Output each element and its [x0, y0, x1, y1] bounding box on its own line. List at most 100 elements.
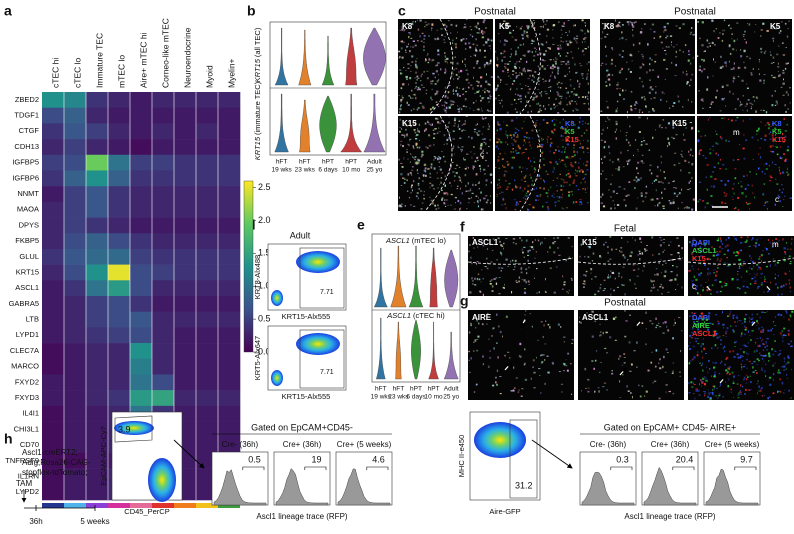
- speckle: [451, 75, 453, 78]
- group-label: hPT: [428, 386, 440, 393]
- speckle: [682, 106, 684, 108]
- speckle: [737, 396, 740, 399]
- speckle: [767, 310, 768, 313]
- speckle: [686, 83, 689, 85]
- speckle: [546, 138, 548, 141]
- speckle: [519, 186, 522, 189]
- speckle: [746, 174, 748, 177]
- speckle: [758, 167, 760, 170]
- speckle: [571, 245, 573, 248]
- speckle: [747, 184, 750, 187]
- speckle: [496, 383, 498, 386]
- speckle: [636, 366, 638, 368]
- speckle: [485, 159, 487, 162]
- speckle: [769, 138, 772, 140]
- speckle: [559, 173, 561, 175]
- speckle: [459, 107, 461, 109]
- speckle: [528, 249, 531, 251]
- speckle: [522, 69, 525, 72]
- speckle: [571, 339, 574, 341]
- speckle: [601, 317, 603, 320]
- speckle: [766, 29, 769, 32]
- timepoint-label: 5 weeks: [80, 517, 109, 526]
- speckle: [659, 367, 662, 370]
- speckle: [570, 41, 573, 44]
- speckle: [463, 87, 465, 90]
- heatmap-cell: [174, 154, 197, 171]
- speckle: [691, 358, 694, 360]
- heatmap-cell: [42, 217, 65, 234]
- speckle: [473, 202, 475, 204]
- speckle: [715, 332, 718, 335]
- speckle: [707, 248, 710, 251]
- speckle: [458, 76, 460, 78]
- genotype-line: Adig;Rosa26-CAG-: [22, 458, 91, 467]
- speckle: [599, 334, 602, 337]
- speckle: [689, 241, 691, 244]
- speckle: [784, 135, 787, 138]
- speckle: [499, 240, 501, 243]
- speckle: [744, 187, 747, 190]
- speckle: [425, 89, 428, 91]
- speckle: [752, 321, 754, 324]
- speckle: [662, 365, 664, 369]
- speckle: [757, 322, 759, 324]
- speckle: [471, 156, 473, 159]
- speckle: [505, 83, 508, 85]
- speckle: [521, 34, 524, 37]
- speckle: [756, 133, 758, 135]
- speckle: [692, 382, 695, 385]
- speckle: [547, 136, 550, 138]
- speckle: [625, 78, 627, 80]
- speckle: [662, 119, 665, 121]
- speckle: [634, 187, 636, 190]
- speckle: [560, 95, 563, 97]
- speckle: [768, 360, 770, 362]
- speckle: [717, 37, 720, 39]
- speckle: [556, 236, 560, 239]
- speckle: [709, 106, 712, 108]
- speckle: [454, 175, 456, 178]
- speckle: [448, 121, 450, 123]
- speckle: [783, 257, 785, 259]
- speckle: [545, 291, 547, 293]
- speckle: [585, 164, 588, 167]
- speckle: [489, 243, 491, 245]
- speckle: [606, 75, 608, 78]
- speckle: [538, 166, 541, 169]
- speckle: [605, 85, 608, 87]
- speckle: [468, 42, 471, 45]
- speckle: [750, 107, 752, 110]
- speckle: [537, 89, 540, 90]
- speckle: [664, 371, 667, 373]
- speckle: [716, 347, 719, 349]
- speckle: [553, 166, 555, 169]
- speckle: [445, 25, 448, 28]
- gate-value: 7.71: [320, 369, 334, 376]
- column-color: [196, 503, 218, 508]
- speckle: [699, 383, 700, 386]
- speckle: [538, 102, 540, 105]
- speckle: [432, 59, 435, 61]
- speckle: [556, 196, 559, 198]
- speckle: [763, 360, 765, 363]
- speckle: [660, 161, 663, 164]
- y-label: EpCAM-APC-Cy7: [99, 426, 108, 486]
- speckle: [760, 354, 763, 356]
- speckle: [427, 23, 430, 25]
- speckle: [785, 158, 787, 160]
- speckle: [549, 75, 552, 77]
- speckle: [789, 314, 792, 317]
- speckle: [630, 90, 633, 93]
- speckle: [496, 121, 499, 123]
- speckle: [761, 387, 763, 389]
- speckle: [528, 50, 531, 52]
- channel-label: DAPI: [692, 238, 710, 247]
- speckle: [635, 287, 637, 289]
- speckle: [489, 173, 493, 176]
- speckle: [779, 332, 782, 335]
- speckle: [615, 25, 618, 28]
- speckle: [770, 150, 773, 153]
- speckle: [701, 343, 704, 345]
- speckle: [587, 187, 588, 189]
